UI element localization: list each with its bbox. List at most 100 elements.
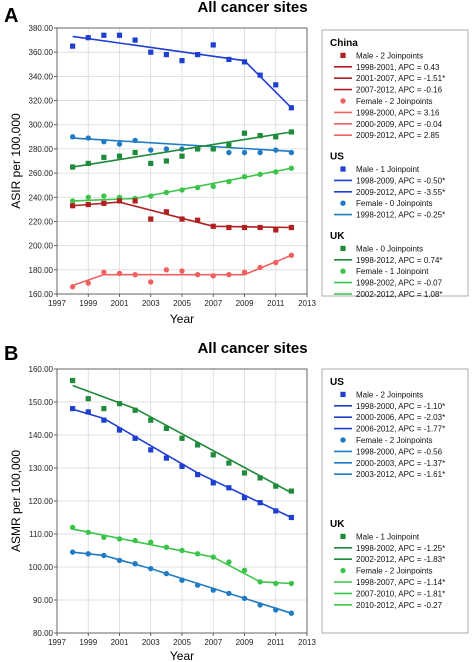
- series-us-male: [70, 32, 294, 111]
- x-tick-label: 2011: [267, 638, 285, 647]
- data-point: [195, 472, 201, 478]
- legend-label: 1998-2000, APC = 3.16: [356, 108, 440, 117]
- data-point: [85, 409, 91, 415]
- data-point: [195, 52, 201, 58]
- legend-label: 2007-2010, APC = -1.81*: [356, 589, 445, 598]
- y-tick-label: 150.00: [29, 398, 54, 407]
- legend-entry: 2000-2009, APC = -0.04: [334, 120, 443, 129]
- y-axis: 160.00 180.00 200.00 220.00 240.00 260.00 280.…: [29, 24, 57, 299]
- data-point: [101, 32, 107, 38]
- data-point: [257, 579, 263, 585]
- series-us-female-b: [69, 549, 295, 616]
- data-point: [85, 194, 91, 200]
- data-point: [148, 279, 154, 285]
- data-point: [148, 147, 154, 153]
- data-point: [241, 149, 248, 156]
- data-point: [101, 154, 107, 160]
- legend-label: 2001-2007, APC = -1.51*: [356, 74, 445, 83]
- legend-entry: 1998-2009, APC = -0.50*: [334, 176, 445, 185]
- data-point: [85, 551, 91, 557]
- legend-marker: [340, 391, 346, 397]
- data-point: [273, 227, 279, 233]
- data-point: [85, 396, 91, 402]
- fit-line: [72, 131, 292, 168]
- data-point: [210, 223, 216, 229]
- x-axis: 1997 1999 2001 2003 2005 2007 2009 2011 2013: [48, 294, 316, 308]
- data-point: [69, 134, 76, 140]
- legend-label: 1998-2000, APC = -0.56: [356, 447, 443, 456]
- data-point: [257, 602, 263, 608]
- data-point: [163, 52, 169, 58]
- x-tick-label: 2005: [173, 299, 191, 308]
- data-point: [226, 56, 232, 63]
- data-point: [179, 435, 185, 441]
- legend-marker: [340, 533, 346, 539]
- data-point: [163, 267, 170, 273]
- legend-marker: [340, 245, 346, 251]
- data-point: [273, 580, 279, 587]
- data-point: [116, 427, 123, 433]
- data-point: [101, 193, 107, 199]
- legend-label: 2000-2003, APC = -1.37*: [356, 459, 445, 468]
- data-point: [116, 153, 123, 159]
- legend-marker: [340, 166, 346, 172]
- data-point: [241, 174, 248, 180]
- data-point: [195, 217, 201, 223]
- legend-entry: Female - 0 Joinpoints: [340, 199, 432, 208]
- data-point: [273, 169, 279, 175]
- data-point: [210, 452, 216, 458]
- data-point: [85, 529, 91, 536]
- data-point: [101, 138, 107, 145]
- data-point: [241, 130, 248, 136]
- data-point: [116, 401, 123, 407]
- data-point: [101, 406, 107, 412]
- data-point: [116, 557, 123, 564]
- legend-label: Male - 2 Joinpoints: [356, 51, 423, 60]
- data-point: [288, 129, 294, 135]
- legend-marker: [340, 98, 346, 104]
- y-tick-label: 340.00: [29, 72, 54, 81]
- data-point: [179, 153, 185, 159]
- data-point: [148, 193, 154, 199]
- panel-letter: A: [4, 5, 18, 27]
- data-point: [179, 216, 185, 222]
- legend-marker: [340, 437, 346, 443]
- legend-entry: Female - 2 Joinpoints: [340, 436, 432, 445]
- data-point: [70, 164, 76, 170]
- data-point: [101, 417, 107, 423]
- legend-label: 2000-2006, APC = -2.03*: [356, 413, 445, 422]
- y-tick-label: 280.00: [29, 145, 54, 154]
- y-tick-label: 80.00: [33, 629, 54, 638]
- x-tick-label: 2007: [204, 299, 222, 308]
- legend-label: 2002-2012, APC = -1.83*: [356, 555, 445, 564]
- data-point: [148, 160, 154, 167]
- x-tick-label: 2001: [111, 638, 129, 647]
- legend-label: Male - 1 Joinpoint: [356, 532, 420, 541]
- y-tick-label: 130.00: [29, 464, 54, 473]
- y-tick-label: 180.00: [29, 266, 54, 275]
- x-tick-label: 1999: [79, 299, 97, 308]
- data-point: [226, 271, 232, 278]
- data-point: [70, 406, 76, 412]
- data-point: [210, 554, 216, 560]
- legend-group-heading: US: [330, 377, 344, 388]
- data-point: [163, 544, 170, 550]
- series-us-male-b: [70, 406, 294, 521]
- data-point: [273, 508, 279, 514]
- legend-entry: Male - 1 Joinpoint: [340, 532, 420, 541]
- data-point: [195, 442, 201, 448]
- data-point: [132, 407, 138, 413]
- legend-entry: Male - 1 Joinpoint: [340, 165, 420, 174]
- data-point: [257, 72, 263, 78]
- data-point: [226, 149, 232, 156]
- y-tick-label: 240.00: [29, 193, 54, 202]
- legend-entry: 2006-2012, APC = -1.77*: [334, 425, 445, 434]
- data-point: [288, 488, 294, 494]
- legend-entry: Female - 1 Joinpoint: [340, 267, 429, 276]
- legend-group-heading: UK: [330, 519, 345, 530]
- x-tick-label: 2001: [111, 299, 129, 308]
- legend-entry: 2000-2006, APC = -2.03*: [334, 413, 445, 422]
- data-point: [101, 269, 107, 275]
- data-point: [85, 35, 91, 41]
